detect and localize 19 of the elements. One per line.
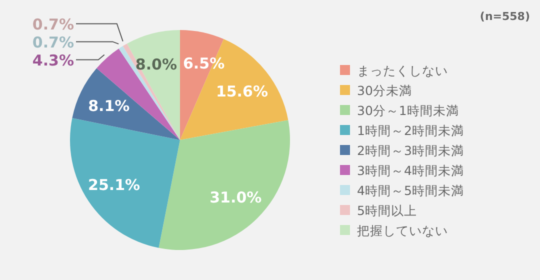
data-label: 31.0% bbox=[210, 188, 262, 206]
legend-label: 30分～1時間未満 bbox=[357, 103, 459, 118]
data-label: 0.7% bbox=[32, 16, 74, 34]
legend-label: 2時間～3時間未満 bbox=[357, 143, 464, 158]
data-label: 8.1% bbox=[88, 97, 130, 116]
legend-label: 4時間～5時間未満 bbox=[357, 183, 464, 198]
legend-label: 把握していない bbox=[357, 223, 448, 238]
data-label: 0.7% bbox=[32, 34, 74, 52]
data-label: 4.3% bbox=[32, 52, 74, 70]
data-label: 6.5% bbox=[183, 54, 225, 72]
data-label: 25.1% bbox=[88, 176, 140, 194]
legend-label: まったくしない bbox=[357, 63, 448, 78]
data-label: 15.6% bbox=[216, 82, 268, 101]
data-label: 8.0% bbox=[135, 55, 177, 74]
text: (n=558) bbox=[480, 10, 530, 23]
legend-label: 5時間以上 bbox=[357, 203, 417, 218]
legend-label: 3時間～4時間未満 bbox=[357, 163, 464, 178]
legend-label: 1時間～2時間未満 bbox=[357, 123, 464, 138]
legend-label: 30分未満 bbox=[357, 83, 412, 98]
